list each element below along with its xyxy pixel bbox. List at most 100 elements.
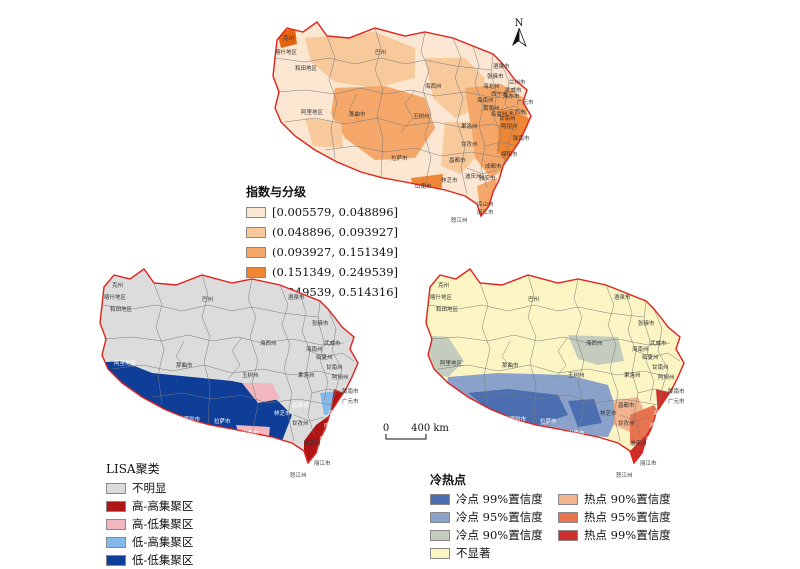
- place-label: 喀什地区: [430, 293, 453, 301]
- hotspot-map: 巴州 酒泉市 和田地区 海西州 武威市 那曲市 玉树州 阿里地区 日喀则市 拉萨…: [425, 268, 685, 479]
- lisa-map-regions: [100, 269, 358, 463]
- legend-item: (0.151349, 0.249539]: [246, 262, 398, 282]
- place-label: 张掖市: [638, 319, 655, 327]
- place-label: 迪庆州: [304, 439, 321, 447]
- place-label: 阿坝州: [658, 373, 675, 381]
- place-label: 山南市: [415, 182, 432, 190]
- place-label: 兰州市: [509, 78, 526, 86]
- place-label: 张掖市: [312, 319, 329, 327]
- place-label: 酒泉市: [614, 293, 631, 301]
- place-label: 凉山州: [318, 449, 335, 457]
- place-label: 海西州: [260, 339, 277, 347]
- place-label: 阿里地区: [440, 359, 463, 367]
- legend-item: [0.005579, 0.048896]: [246, 202, 398, 222]
- legend-label: 冷点 95%置信度: [456, 510, 543, 524]
- legend-label: (0.048896, 0.093927]: [272, 225, 399, 239]
- legend-item: 热点 95%置信度: [558, 508, 671, 526]
- lisa-high-low: [242, 383, 280, 403]
- place-label: 黄南州: [483, 104, 500, 112]
- place-label: 甘孜州: [461, 140, 478, 148]
- cold-99: [568, 399, 602, 427]
- lisa-map-labels: 巴州 酒泉市 和田地区 海西州 武威市 那曲市 玉树州 阿里地区 日喀则市 拉萨…: [104, 282, 359, 479]
- lisa-legend: LISA聚类 不明显 高-高集聚区 高-低集聚区 低-高集聚区 低-低集聚区: [106, 460, 193, 569]
- place-label: 甘孜州: [292, 419, 309, 427]
- place-label: 海西州: [425, 82, 442, 90]
- place-label: 和田地区: [295, 64, 318, 72]
- legend-swatch: [558, 511, 578, 523]
- place-label: 果洛州: [461, 122, 478, 130]
- place-label: 酒泉市: [493, 62, 510, 70]
- place-label: 巴州: [202, 296, 213, 303]
- region-class-4: [497, 108, 529, 168]
- place-label: 海西州: [586, 339, 603, 347]
- place-label: 阿坝州: [332, 373, 349, 381]
- place-label: 那曲市: [349, 110, 366, 118]
- legend-item: 冷点 95%置信度: [430, 508, 558, 526]
- place-label: 成都市: [650, 421, 667, 429]
- legend-item: 冷点 99%置信度: [430, 490, 558, 508]
- place-label: 迪庆州: [465, 172, 482, 180]
- place-label: 昌都市: [449, 156, 466, 164]
- place-label: 阿里地区: [114, 359, 137, 367]
- legend-item: 高-高集聚区: [106, 497, 193, 515]
- place-label: 怒江州: [451, 216, 468, 224]
- legend-label: 高-低集聚区: [132, 517, 194, 531]
- place-label: 和田地区: [436, 305, 459, 313]
- place-label: 海南州: [477, 96, 494, 104]
- place-label: 武威市: [324, 339, 341, 347]
- cold-90: [568, 335, 624, 365]
- place-label: 玉树州: [242, 371, 259, 379]
- place-label: 海南州: [632, 345, 649, 353]
- place-label: 临夏州: [491, 110, 508, 118]
- place-label: 果洛州: [298, 371, 315, 379]
- place-label: 甘南州: [326, 363, 343, 371]
- legend-swatch: [246, 226, 266, 238]
- place-label: 克州: [112, 282, 123, 289]
- legend-item: (0.093927, 0.151349]: [246, 242, 398, 262]
- legend-swatch: [246, 246, 266, 258]
- legend-swatch: [430, 529, 450, 541]
- place-label: 海东市: [503, 92, 520, 100]
- place-label: 拉萨市: [391, 154, 408, 162]
- place-label: 巴州: [528, 296, 539, 303]
- scale-bar: 0 400 km: [383, 423, 449, 440]
- place-label: 绵阳市: [328, 409, 345, 417]
- place-label: 阿里地区: [301, 108, 324, 116]
- legend-item: 不显著: [430, 544, 558, 562]
- lisa-map: 巴州 酒泉市 和田地区 海西州 武威市 那曲市 玉树州 阿里地区 日喀则市 拉萨…: [99, 268, 359, 479]
- place-label: 喀什地区: [104, 293, 127, 301]
- place-label: 昌都市: [292, 401, 309, 409]
- region-class-2: [305, 32, 415, 88]
- place-label: 林芝市: [274, 409, 291, 417]
- place-label: 陇南市: [668, 387, 685, 395]
- legend-label: 冷点 90%置信度: [456, 528, 543, 542]
- place-label: 雅安市: [646, 435, 663, 443]
- place-label: 武威市: [505, 86, 522, 94]
- north-arrow: N: [512, 18, 527, 48]
- place-label: 成都市: [324, 421, 341, 429]
- legend-label: 热点 95%置信度: [584, 510, 671, 524]
- legend-item: 不明显: [106, 479, 193, 497]
- place-label: 巴州: [375, 49, 386, 56]
- place-label: 甘孜州: [618, 419, 635, 427]
- place-label: 喀什地区: [275, 48, 298, 56]
- legend-item: 低-高集聚区: [106, 533, 193, 551]
- place-label: 玉树州: [413, 112, 430, 120]
- legend-item: 低-低集聚区: [106, 551, 193, 569]
- place-label: 武威市: [650, 339, 667, 347]
- place-label: 雅安市: [479, 174, 496, 182]
- legend-item: 热点 90%置信度: [558, 490, 671, 508]
- place-label: 西宁市: [491, 90, 508, 98]
- legend-item: 高-低集聚区: [106, 515, 193, 533]
- hotspot-map-labels: 巴州 酒泉市 和田地区 海西州 武威市 那曲市 玉树州 阿里地区 日喀则市 拉萨…: [430, 282, 685, 479]
- place-label: 林芝市: [600, 409, 617, 417]
- legend-swatch: [246, 206, 266, 218]
- place-label: 酒泉市: [288, 293, 305, 301]
- place-label: 丽江市: [314, 459, 331, 467]
- place-label: 成都市: [485, 162, 502, 170]
- legend-item: (0.048896, 0.093927]: [246, 222, 398, 242]
- place-label: 陇南市: [513, 134, 530, 142]
- region-class-2: [441, 122, 475, 174]
- region-class-3: [477, 178, 497, 214]
- legend-item: 热点 99%置信度: [558, 526, 671, 544]
